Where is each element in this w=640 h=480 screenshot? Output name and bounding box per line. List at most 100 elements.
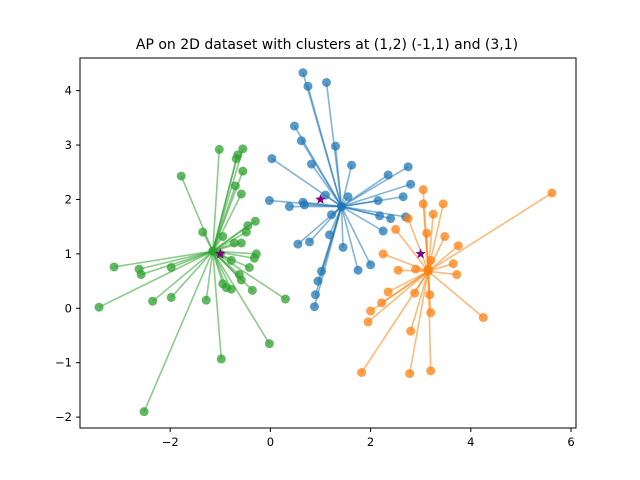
data-point-2-35	[264, 339, 274, 349]
data-point-0-19	[398, 192, 408, 202]
data-point-2-31	[166, 292, 176, 302]
data-point-1-24	[478, 313, 488, 323]
true-center-markers	[215, 193, 426, 259]
data-point-2-4	[231, 154, 241, 164]
link-line-2-21	[138, 250, 213, 270]
data-point-2-20	[109, 262, 119, 272]
data-point-0-5	[306, 159, 316, 169]
link-line-0-15	[304, 204, 342, 208]
data-point-0-29	[353, 265, 363, 275]
data-point-1-14	[393, 265, 403, 275]
data-point-1-11	[426, 255, 436, 265]
data-point-0-17	[343, 192, 353, 202]
data-point-0-10	[406, 179, 416, 189]
link-line-1-22	[367, 270, 429, 323]
data-point-2-5	[238, 166, 248, 176]
data-point-2-7	[236, 189, 246, 199]
link-line-2-1	[211, 149, 221, 252]
x-tick-label-3: 4	[467, 435, 474, 449]
data-point-0-2	[321, 77, 331, 87]
data-point-2-14	[236, 238, 246, 248]
data-point-0-31	[316, 266, 326, 276]
data-point-0-6	[331, 141, 341, 151]
data-point-2-16	[249, 253, 259, 263]
data-point-0-7	[347, 160, 357, 170]
x-tick-label-0: −2	[162, 435, 179, 449]
data-point-1-15	[411, 264, 421, 274]
link-line-0-27	[308, 206, 343, 243]
link-line-0-9	[341, 166, 409, 208]
link-line-0-28	[340, 206, 344, 248]
link-line-0-34	[313, 206, 343, 307]
link-line-2-37	[143, 250, 214, 412]
plot-frame	[79, 57, 577, 429]
connection-lines	[98, 72, 553, 412]
data-point-2-33	[280, 294, 290, 304]
link-line-2-32	[205, 251, 214, 301]
data-point-0-3	[289, 121, 299, 131]
data-point-0-24	[325, 230, 335, 240]
data-point-2-32	[201, 295, 211, 305]
data-point-0-1	[303, 81, 313, 91]
data-point-2-34	[94, 302, 104, 312]
data-point-2-1	[214, 144, 224, 154]
link-line-2-0	[180, 175, 214, 252]
link-line-1-17	[387, 270, 429, 293]
data-point-0-15	[299, 200, 309, 210]
link-line-0-30	[340, 206, 372, 266]
link-line-2-7	[212, 193, 243, 252]
data-point-0-21	[386, 214, 396, 224]
data-point-1-19	[410, 288, 420, 298]
data-point-1-13	[448, 259, 458, 269]
x-tick-label-1: 0	[267, 435, 274, 449]
link-line-1-0	[427, 192, 553, 272]
data-points	[94, 68, 557, 417]
data-point-1-10	[453, 241, 463, 251]
data-point-0-27	[304, 237, 314, 247]
true-center-star-0	[315, 193, 326, 204]
link-line-0-7	[340, 165, 353, 207]
link-line-1-5	[407, 218, 429, 272]
data-point-0-23	[327, 210, 337, 220]
data-point-2-8	[250, 216, 260, 226]
data-point-0-32	[313, 276, 323, 286]
link-line-1-8	[427, 236, 446, 272]
data-point-1-6	[391, 224, 401, 234]
data-point-1-26	[357, 368, 367, 377]
link-line-0-19	[341, 195, 404, 208]
link-line-0-4	[300, 140, 343, 207]
exemplar-point-1	[423, 266, 433, 276]
data-point-0-20	[375, 211, 385, 221]
data-point-1-7	[422, 228, 432, 238]
data-point-2-30	[148, 296, 158, 306]
link-line-2-20	[113, 250, 213, 268]
data-point-1-16	[452, 270, 462, 280]
data-point-0-25	[378, 226, 388, 236]
data-point-2-36	[216, 354, 226, 364]
y-tick-label-4: 2	[65, 192, 72, 206]
data-point-0-12	[264, 196, 274, 206]
link-line-1-25	[409, 271, 429, 332]
data-point-2-6	[230, 181, 240, 191]
link-line-0-1	[307, 86, 343, 207]
y-tick-label-5: 3	[65, 138, 72, 152]
y-axis: −2 −1 0 1 2 3 4	[55, 84, 80, 424]
data-point-2-0	[176, 171, 186, 181]
data-point-2-25	[236, 275, 246, 285]
link-line-2-36	[211, 251, 223, 359]
link-line-1-26	[360, 270, 429, 373]
data-point-0-28	[338, 242, 348, 252]
exemplar-point-0	[337, 202, 347, 212]
x-tick-label-4: 6	[567, 435, 574, 449]
data-point-1-21	[366, 306, 376, 316]
data-point-1-1	[418, 185, 428, 195]
data-point-1-9	[378, 249, 388, 259]
link-line-0-5	[310, 163, 343, 208]
data-point-0-33	[310, 290, 320, 300]
data-point-1-3	[428, 209, 438, 219]
link-line-2-9	[212, 224, 249, 252]
link-line-2-30	[152, 250, 214, 302]
link-line-1-28	[427, 271, 432, 371]
data-point-1-28	[426, 366, 436, 376]
data-point-0-11	[267, 154, 277, 164]
